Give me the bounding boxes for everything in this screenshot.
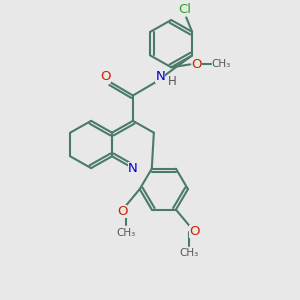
Text: O: O [100,70,111,83]
Text: CH₃: CH₃ [212,59,231,69]
Text: CH₃: CH₃ [179,248,199,258]
Text: O: O [117,205,127,218]
Text: CH₃: CH₃ [117,228,136,238]
Text: O: O [189,225,200,238]
Text: Cl: Cl [178,3,191,16]
Text: N: N [155,70,165,83]
Text: N: N [128,162,138,175]
Text: H: H [168,75,176,88]
Text: O: O [192,58,202,71]
